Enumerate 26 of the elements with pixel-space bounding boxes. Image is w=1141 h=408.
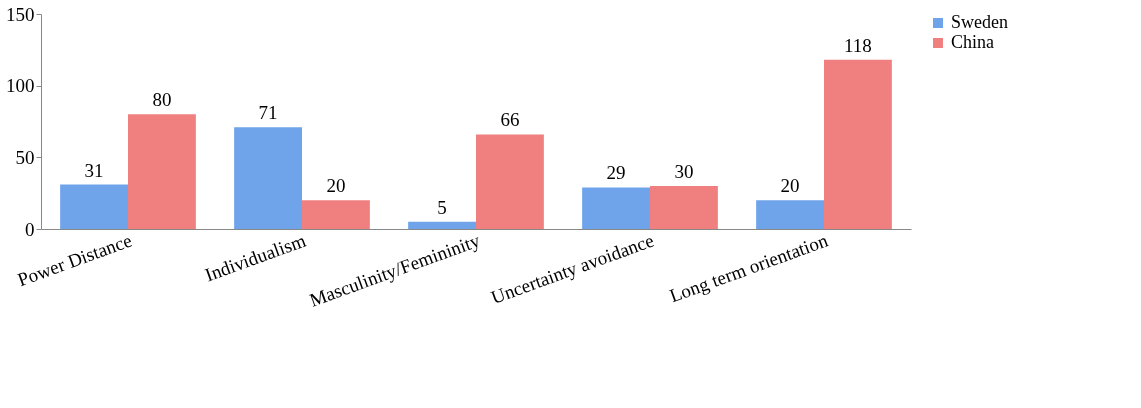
y-tick-label: 150 <box>6 3 35 25</box>
y-tick-label: 0 <box>25 218 35 240</box>
legend-label: China <box>951 32 995 52</box>
bar <box>128 114 196 229</box>
data-label: 66 <box>500 109 520 131</box>
data-label: 5 <box>437 196 447 218</box>
data-label: 30 <box>674 161 694 182</box>
bar <box>408 221 476 229</box>
data-label: 118 <box>844 34 872 56</box>
bar <box>476 134 544 229</box>
bar <box>824 59 892 229</box>
y-tick-label: 50 <box>15 146 35 168</box>
data-label: 80 <box>152 89 172 111</box>
bar <box>234 127 302 229</box>
data-label: 31 <box>84 159 104 181</box>
bar <box>756 200 824 229</box>
data-label: 20 <box>326 175 346 197</box>
bar <box>582 187 650 229</box>
bar <box>60 184 128 229</box>
legend-label: Sweden <box>951 12 1008 32</box>
data-label: 29 <box>606 162 626 184</box>
bar <box>302 200 370 229</box>
bar <box>650 186 718 229</box>
data-label: 71 <box>258 102 278 124</box>
data-label: 20 <box>780 175 800 197</box>
y-tick-label: 100 <box>6 75 35 97</box>
